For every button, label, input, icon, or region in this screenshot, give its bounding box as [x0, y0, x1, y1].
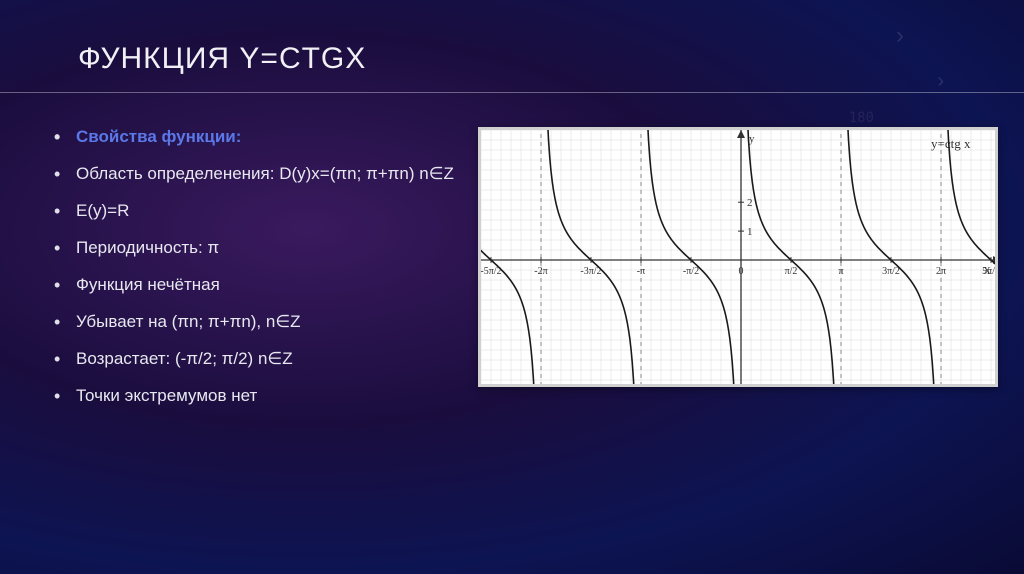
chart-container: 12-5π/2-2π-3π/2-π-π/20π/2π3π/22π5π/2yXy=… — [478, 127, 998, 415]
cotangent-chart: 12-5π/2-2π-3π/2-π-π/20π/2π3π/22π5π/2yXy=… — [478, 127, 998, 387]
bullet-text: Область определенения: D(y)x=(πn; π+πn) … — [76, 164, 454, 183]
svg-text:1: 1 — [747, 226, 753, 238]
bullet-text: Функция нечётная — [76, 275, 220, 294]
bullet-text: Свойства функции: — [76, 127, 241, 146]
bullet-item: Периодичность: π — [48, 230, 468, 267]
decorative-arrow: › — [937, 70, 944, 93]
bullet-item: Точки экстремумов нет — [48, 378, 468, 415]
svg-text:2: 2 — [747, 197, 753, 209]
bullet-text: E(y)=R — [76, 201, 129, 220]
decorative-arrow: › — [896, 22, 904, 50]
svg-text:-2π: -2π — [534, 266, 547, 277]
decorative-number: 120 — [889, 180, 914, 196]
bullet-item: Область определенения: D(y)x=(πn; π+πn) … — [48, 156, 468, 193]
svg-text:0: 0 — [739, 266, 744, 277]
bullet-item: Свойства функции: — [48, 119, 468, 156]
bullet-item: Функция нечётная — [48, 267, 468, 304]
bullet-text: Периодичность: π — [76, 238, 219, 257]
svg-text:-π: -π — [637, 266, 645, 277]
svg-text:y: y — [749, 133, 755, 145]
svg-text:-π/2: -π/2 — [683, 266, 699, 277]
svg-text:π/2: π/2 — [785, 266, 798, 277]
bullet-list: Свойства функции: Область определенения: … — [48, 119, 468, 415]
bullet-text: Возрастает: (-π/2; π/2) n∈Z — [76, 349, 293, 368]
slide-title: ФУНКЦИЯ Y=CTGX — [78, 42, 1024, 76]
bullet-text: Убывает на (πn; π+πn), n∈Z — [76, 312, 301, 331]
title-region: ФУНКЦИЯ Y=CTGX — [0, 0, 1024, 76]
svg-text:π: π — [838, 266, 843, 277]
svg-text:y=ctg x: y=ctg x — [931, 136, 971, 151]
bullet-item: Возрастает: (-π/2; π/2) n∈Z — [48, 341, 468, 378]
bullet-text: Точки экстремумов нет — [76, 386, 257, 405]
decorative-arrow: › — [978, 140, 984, 161]
svg-text:2π: 2π — [936, 266, 946, 277]
svg-text:3π/2: 3π/2 — [882, 266, 900, 277]
decorative-number: 180 — [849, 110, 874, 126]
bullet-item: Убывает на (πn; π+πn), n∈Z — [48, 304, 468, 341]
bullet-item: E(y)=R — [48, 193, 468, 230]
content-region: Свойства функции: Область определенения: … — [0, 93, 1024, 415]
svg-text:X: X — [983, 265, 991, 277]
